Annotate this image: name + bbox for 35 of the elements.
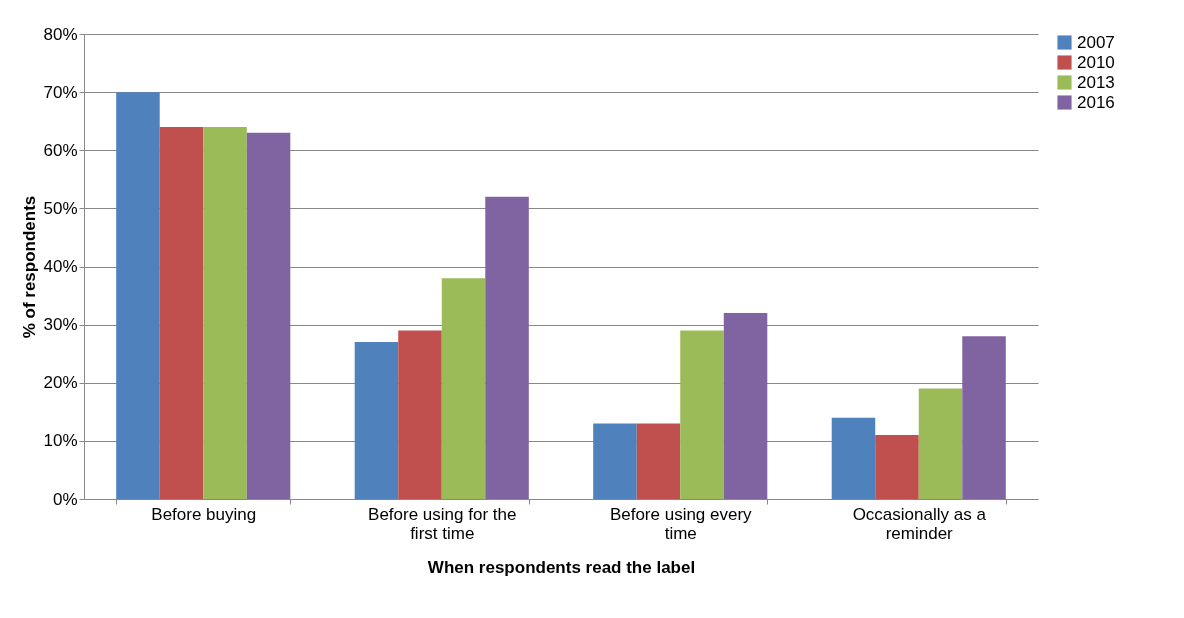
y-tick-label: 30% <box>43 315 78 335</box>
y-tick-label: 70% <box>43 82 78 102</box>
bar <box>398 330 442 499</box>
bar <box>918 388 963 499</box>
bar <box>246 132 291 499</box>
bar <box>485 196 529 499</box>
x-tick-label: Before using every time <box>609 504 753 543</box>
y-tick-label: 40% <box>43 257 78 276</box>
bar <box>962 336 1006 499</box>
bar <box>831 417 876 499</box>
y-tick-label: 0% <box>52 489 78 509</box>
bar <box>203 127 247 499</box>
y-tick-label: 20% <box>43 373 78 393</box>
x-axis-title: When respondents read the label <box>427 557 696 577</box>
bar <box>159 127 204 499</box>
y-tick-label: 10% <box>43 431 78 451</box>
legend-label: 2010 <box>1077 52 1115 72</box>
legend-label: 2007 <box>1077 32 1115 52</box>
bar <box>354 342 399 499</box>
y-tick-label: 60% <box>43 140 78 160</box>
bar <box>593 423 637 499</box>
y-axis-title: % of respondents <box>20 195 40 339</box>
bar <box>875 435 919 499</box>
x-tick-label: Occasionally as a reminder <box>852 504 987 543</box>
x-tick-label: Before buying <box>151 504 257 524</box>
bar <box>680 330 724 499</box>
bar <box>636 423 681 499</box>
bar <box>723 313 768 499</box>
x-tick-label: Before using for the first time <box>368 504 517 543</box>
bar <box>441 278 486 499</box>
bar <box>116 92 160 499</box>
y-tick-label: 50% <box>43 198 78 218</box>
legend-label: 2013 <box>1077 72 1115 92</box>
y-tick-label: 80% <box>43 24 78 44</box>
legend-label: 2016 <box>1077 92 1115 112</box>
